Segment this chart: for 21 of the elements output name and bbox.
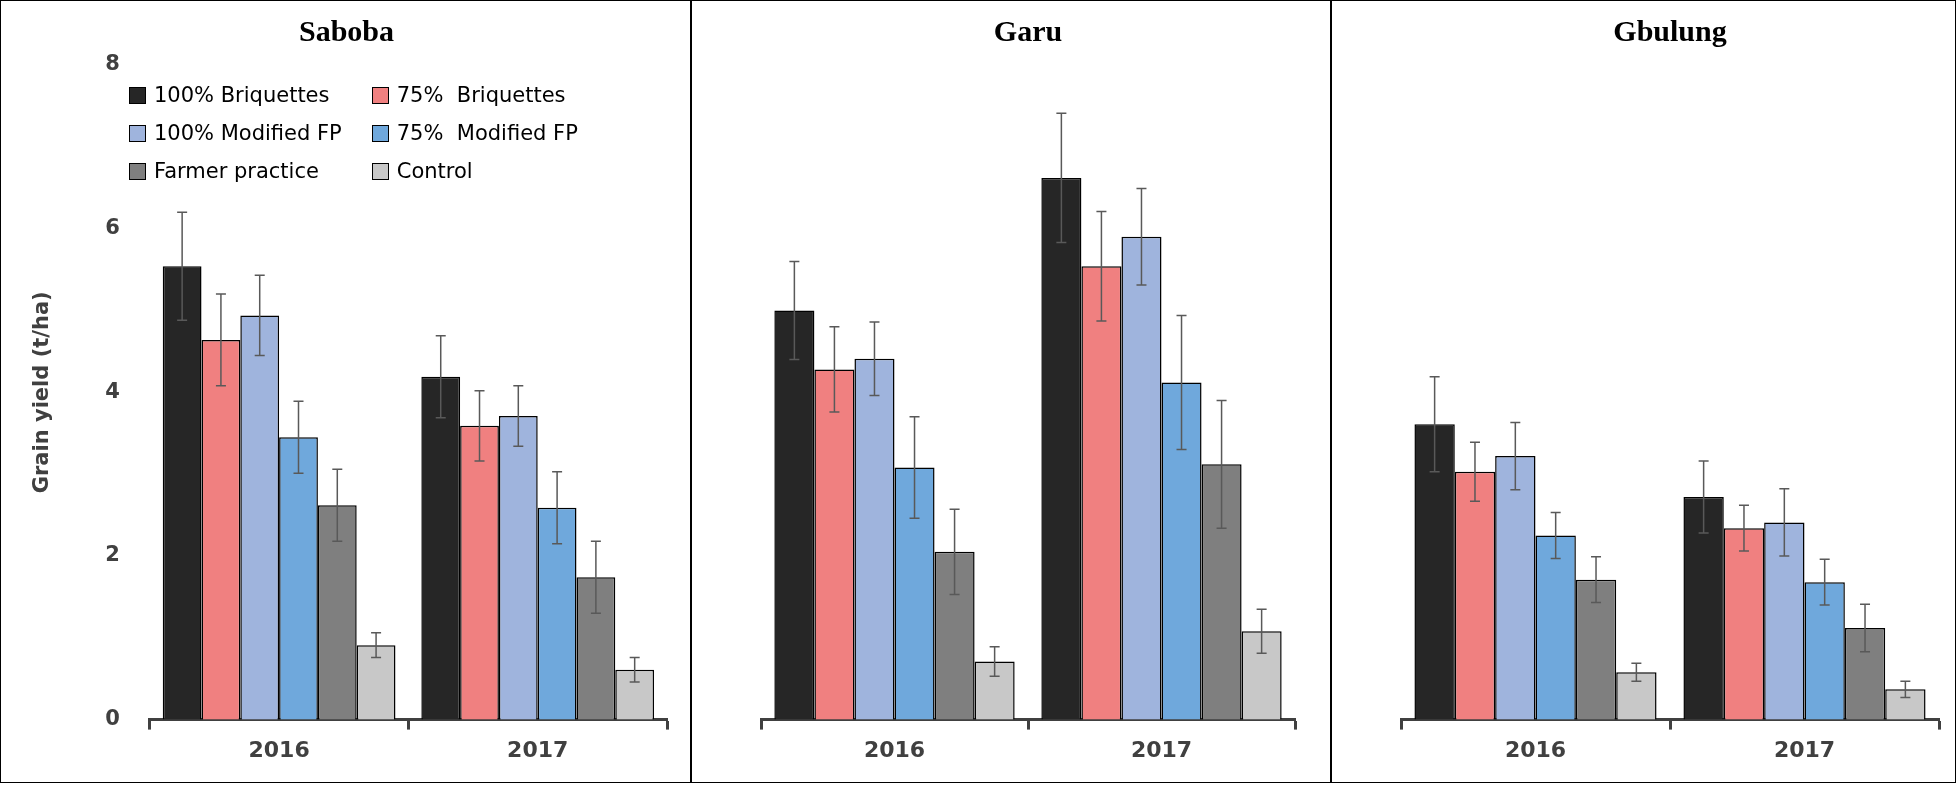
legend-label: 75% Modified FP [395,121,578,145]
legend-label: 100% Modified FP [153,121,342,145]
chart-title: Gbulung [1613,13,1727,47]
chart-title: Saboba [298,13,395,47]
chart-title: Garu [993,13,1063,47]
legend-label: Farmer practice [153,159,320,183]
legend-label: 100% Briquettes [153,83,331,107]
legend-label: Control [395,159,474,183]
x-tick-label: 2016 [863,736,926,762]
x-tick-label: 2017 [1130,736,1193,762]
y-tick-label: 0 [105,706,120,731]
legend-label: 75% Briquettes [395,83,567,107]
x-tick-label: 2017 [1773,736,1836,762]
x-tick-label: 2017 [507,736,569,762]
y-tick-label: 8 [105,51,120,76]
y-tick-label: 2 [105,542,120,567]
x-tick-label: 2016 [1504,736,1567,762]
y-axis-title: Grain yield (t/ha) [29,291,54,494]
y-tick-label: 6 [105,215,120,240]
x-tick-label: 2016 [248,736,310,762]
y-tick-label: 4 [105,378,120,403]
